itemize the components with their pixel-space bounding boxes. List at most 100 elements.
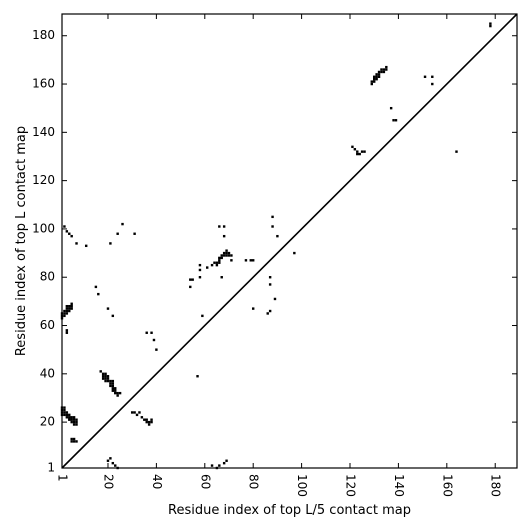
contact-point xyxy=(213,261,216,264)
x-tick-label: 180 xyxy=(489,474,503,497)
contact-point xyxy=(150,331,153,334)
contact-point xyxy=(196,375,199,378)
contact-point xyxy=(244,259,248,262)
contact-point xyxy=(99,370,102,373)
contact-point xyxy=(111,387,115,390)
contact-point xyxy=(63,406,66,409)
contact-point xyxy=(218,464,221,467)
y-tick-label: 80 xyxy=(40,270,55,284)
contact-point xyxy=(94,285,98,289)
contact-point xyxy=(101,377,105,380)
contact-point xyxy=(147,420,151,424)
x-tick-label: 100 xyxy=(295,474,309,497)
contact-point xyxy=(114,464,117,467)
y-tick-label: 180 xyxy=(32,28,55,42)
contact-point xyxy=(63,312,66,315)
contact-point xyxy=(189,278,192,281)
contact-point xyxy=(377,73,381,76)
contact-point xyxy=(225,459,228,462)
contact-point xyxy=(201,314,204,318)
y-tick-label: 60 xyxy=(40,318,55,332)
x-tick-label: 1 xyxy=(56,474,70,482)
contact-point xyxy=(65,307,69,310)
contact-point xyxy=(111,382,115,385)
contact-point xyxy=(63,225,66,228)
contact-point xyxy=(72,440,76,443)
contact-point xyxy=(210,464,214,467)
contact-point xyxy=(106,377,110,380)
contact-point xyxy=(266,312,269,315)
axis-ticks: 1 20 40 60 80 100 120 140 160 1801204060801001201… xyxy=(32,14,517,497)
contact-point xyxy=(65,331,69,334)
contact-point xyxy=(218,259,221,262)
contact-point xyxy=(189,285,192,289)
contact-point xyxy=(70,302,73,305)
contact-point xyxy=(431,82,434,86)
contact-point xyxy=(145,418,148,421)
contact-point xyxy=(72,423,76,426)
contact-point xyxy=(385,65,388,69)
contact-point xyxy=(225,249,228,252)
contact-point xyxy=(65,304,69,308)
contact-point xyxy=(101,372,105,376)
contact-point xyxy=(392,119,395,122)
contact-point xyxy=(116,391,119,395)
contact-point xyxy=(145,420,148,424)
contact-point xyxy=(70,416,73,419)
contact-point xyxy=(133,232,136,235)
contact-point xyxy=(215,263,219,267)
contact-point xyxy=(375,75,378,78)
contact-point xyxy=(68,413,71,417)
contact-point xyxy=(271,215,274,219)
contact-point xyxy=(63,309,66,313)
contact-point xyxy=(109,382,112,385)
contact-point xyxy=(489,24,492,28)
contact-point xyxy=(370,82,373,86)
contact-point xyxy=(116,232,119,235)
contact-point xyxy=(140,416,144,419)
contact-point xyxy=(351,145,354,149)
contact-point xyxy=(423,75,427,78)
contact-point xyxy=(455,150,458,153)
contact-point xyxy=(225,251,228,255)
x-tick-label: 40 xyxy=(150,474,164,489)
contact-point xyxy=(63,411,66,414)
y-tick-label: 20 xyxy=(40,415,55,429)
contact-point xyxy=(222,254,226,257)
x-tick-label: 20 xyxy=(101,474,115,489)
contact-point xyxy=(353,148,357,151)
y-tick-label: 40 xyxy=(40,366,55,380)
contact-point xyxy=(394,119,398,122)
contact-point xyxy=(356,152,359,156)
contact-point xyxy=(121,222,124,226)
contact-point xyxy=(65,309,69,313)
contact-point xyxy=(218,225,221,228)
contact-point xyxy=(138,411,141,414)
contact-point xyxy=(101,375,105,378)
x-tick-label: 120 xyxy=(344,474,358,497)
contact-point xyxy=(370,80,373,83)
contact-point xyxy=(63,413,66,417)
contact-point xyxy=(191,278,194,281)
contact-point xyxy=(75,418,78,421)
contact-point xyxy=(118,391,122,395)
contact-point xyxy=(130,411,134,414)
contact-point xyxy=(218,256,221,260)
contact-point xyxy=(72,418,76,421)
contact-point xyxy=(109,379,112,383)
contact-point xyxy=(65,411,69,414)
contact-point xyxy=(375,73,378,76)
contact-point xyxy=(72,437,76,441)
contact-point xyxy=(377,70,381,74)
contact-point xyxy=(268,283,272,286)
contact-point xyxy=(276,234,279,238)
contact-point xyxy=(133,411,136,414)
contact-point xyxy=(222,461,226,465)
plot-frame xyxy=(61,13,518,469)
contact-point xyxy=(268,309,272,313)
contact-point xyxy=(114,387,117,390)
contact-point xyxy=(106,459,110,462)
contact-point xyxy=(150,418,153,421)
contact-point xyxy=(373,77,376,81)
